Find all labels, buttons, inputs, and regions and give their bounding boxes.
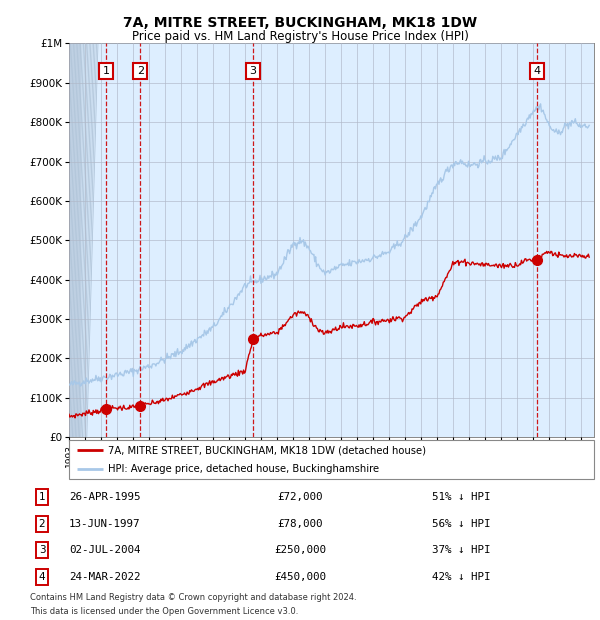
Text: 37% ↓ HPI: 37% ↓ HPI [432, 545, 491, 556]
Text: Contains HM Land Registry data © Crown copyright and database right 2024.: Contains HM Land Registry data © Crown c… [30, 593, 356, 603]
Text: 2: 2 [137, 66, 144, 76]
Text: 51% ↓ HPI: 51% ↓ HPI [432, 492, 491, 502]
Text: 1: 1 [103, 66, 110, 76]
Text: 3: 3 [250, 66, 257, 76]
Text: 24-MAR-2022: 24-MAR-2022 [69, 572, 140, 582]
Text: 02-JUL-2004: 02-JUL-2004 [69, 545, 140, 556]
Text: 3: 3 [38, 545, 46, 556]
Text: 7A, MITRE STREET, BUCKINGHAM, MK18 1DW: 7A, MITRE STREET, BUCKINGHAM, MK18 1DW [123, 16, 477, 30]
Text: 56% ↓ HPI: 56% ↓ HPI [432, 518, 491, 529]
Text: 42% ↓ HPI: 42% ↓ HPI [432, 572, 491, 582]
Bar [69, 43, 80, 437]
Text: £250,000: £250,000 [274, 545, 326, 556]
Text: £72,000: £72,000 [277, 492, 323, 502]
Text: 2: 2 [38, 518, 46, 529]
Text: 4: 4 [533, 66, 541, 76]
Text: Price paid vs. HM Land Registry's House Price Index (HPI): Price paid vs. HM Land Registry's House … [131, 30, 469, 43]
Text: 13-JUN-1997: 13-JUN-1997 [69, 518, 140, 529]
Text: £450,000: £450,000 [274, 572, 326, 582]
Text: This data is licensed under the Open Government Licence v3.0.: This data is licensed under the Open Gov… [30, 607, 298, 616]
Text: 4: 4 [38, 572, 46, 582]
Text: £78,000: £78,000 [277, 518, 323, 529]
Text: 1: 1 [38, 492, 46, 502]
Text: 26-APR-1995: 26-APR-1995 [69, 492, 140, 502]
Text: 7A, MITRE STREET, BUCKINGHAM, MK18 1DW (detached house): 7A, MITRE STREET, BUCKINGHAM, MK18 1DW (… [109, 445, 427, 455]
Text: HPI: Average price, detached house, Buckinghamshire: HPI: Average price, detached house, Buck… [109, 464, 380, 474]
FancyBboxPatch shape [69, 440, 594, 479]
